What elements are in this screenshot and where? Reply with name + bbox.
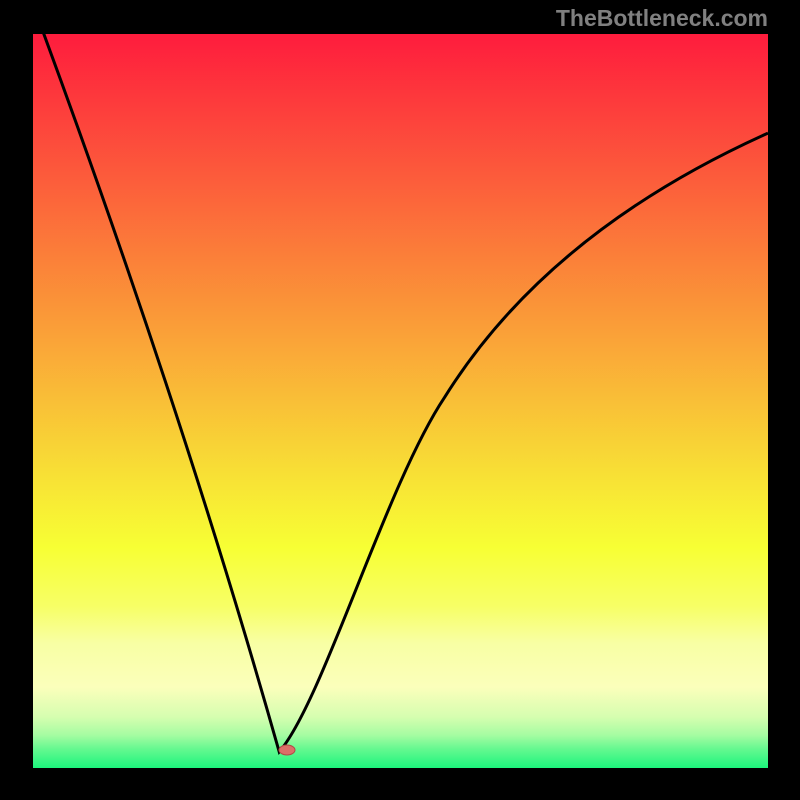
watermark-text: TheBottleneck.com	[556, 5, 768, 32]
optimum-marker	[278, 744, 295, 755]
bottleneck-curve	[33, 34, 768, 768]
plot-area	[33, 34, 768, 768]
